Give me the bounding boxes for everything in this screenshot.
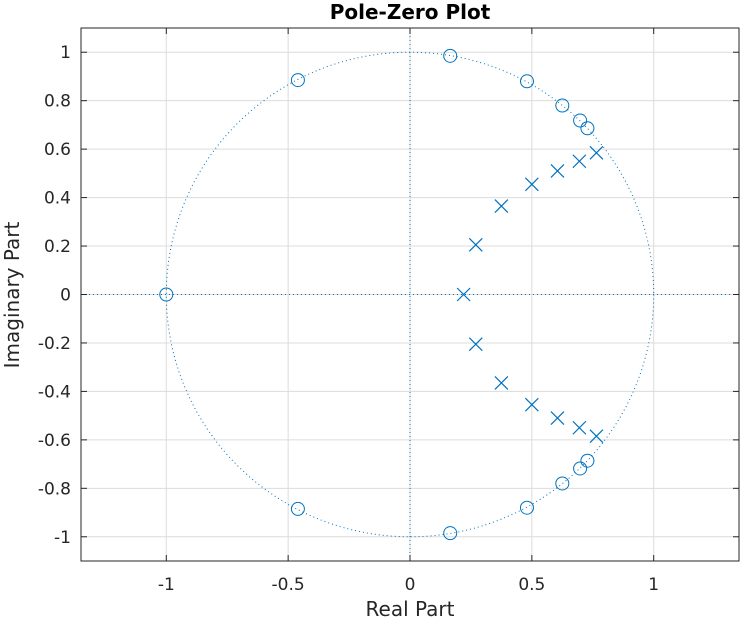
pole-marker-stroke xyxy=(589,429,604,444)
y-tick-label: -0.2 xyxy=(38,334,71,354)
pole-marker-stroke xyxy=(524,397,539,412)
pole-marker-stroke xyxy=(550,411,565,425)
pole-marker xyxy=(550,164,565,178)
zero-marker xyxy=(580,121,595,136)
zero-marker xyxy=(519,500,534,515)
pole-marker xyxy=(572,154,587,169)
chart-title: Pole-Zero Plot xyxy=(330,0,491,24)
pole-marker-stroke xyxy=(550,164,565,178)
pole-marker-stroke xyxy=(494,199,509,213)
pole-marker-stroke xyxy=(468,337,483,352)
y-tick-label: 0 xyxy=(60,286,71,306)
y-tick-label: -1 xyxy=(54,528,71,548)
x-tick-label: -0.5 xyxy=(272,575,305,595)
zero-marker xyxy=(290,501,305,516)
y-tick-label: 0.6 xyxy=(44,140,71,160)
x-tick-label: 1 xyxy=(648,575,659,595)
zero-marker xyxy=(443,526,458,541)
y-tick-label: 0.8 xyxy=(44,92,71,112)
pole-marker xyxy=(524,397,539,412)
pole-marker xyxy=(494,376,509,390)
tick-marks xyxy=(81,28,739,561)
zero-marker xyxy=(555,98,570,113)
x-tick-label: 0.5 xyxy=(518,575,545,595)
pole-marker-stroke xyxy=(572,154,587,169)
pole-marker xyxy=(550,411,565,425)
pole-marker xyxy=(494,199,509,213)
pole-marker xyxy=(468,337,483,352)
pole-marker xyxy=(456,287,471,302)
zero-marker xyxy=(443,48,458,63)
pole-marker xyxy=(589,429,604,444)
pole-marker-stroke xyxy=(468,237,483,252)
pole-marker xyxy=(524,177,539,192)
zero-marker xyxy=(290,73,305,88)
y-tick-label: -0.6 xyxy=(38,431,71,451)
zero-marker xyxy=(573,113,588,128)
y-tick-label: 0.2 xyxy=(44,237,71,257)
x-axis-label: Real Part xyxy=(366,597,455,621)
y-tick-label: 0.4 xyxy=(44,189,71,209)
zero-marker xyxy=(580,453,595,468)
pole-marker-stroke xyxy=(589,145,604,160)
zero-marker xyxy=(519,74,534,89)
y-tick-label: 1 xyxy=(60,43,71,63)
zero-marker xyxy=(159,287,174,302)
y-tick-labels: 1 0.8 0.6 0.4 0.2 0 -0.2 -0.4 -0.6 -0.8 -1 xyxy=(38,43,71,548)
zero-marker xyxy=(555,476,570,491)
x-tick-labels: -1 -0.5 0 0.5 1 xyxy=(158,575,659,595)
pole-marker xyxy=(572,420,587,435)
pole-marker-stroke xyxy=(572,420,587,435)
y-axis-label: Imaginary Part xyxy=(0,221,24,368)
x-tick-label: 0 xyxy=(405,575,416,595)
pole-marker xyxy=(468,237,483,252)
y-tick-label: -0.4 xyxy=(38,382,71,402)
pole-marker-stroke xyxy=(524,177,539,192)
y-tick-label: -0.8 xyxy=(38,479,71,499)
zero-marker xyxy=(573,461,588,476)
data-markers xyxy=(159,48,604,541)
pole-marker xyxy=(589,145,604,160)
reference-lines xyxy=(81,28,739,561)
x-tick-label: -1 xyxy=(158,575,175,595)
pole-marker-stroke xyxy=(456,287,471,302)
pole-marker-stroke xyxy=(494,376,509,390)
